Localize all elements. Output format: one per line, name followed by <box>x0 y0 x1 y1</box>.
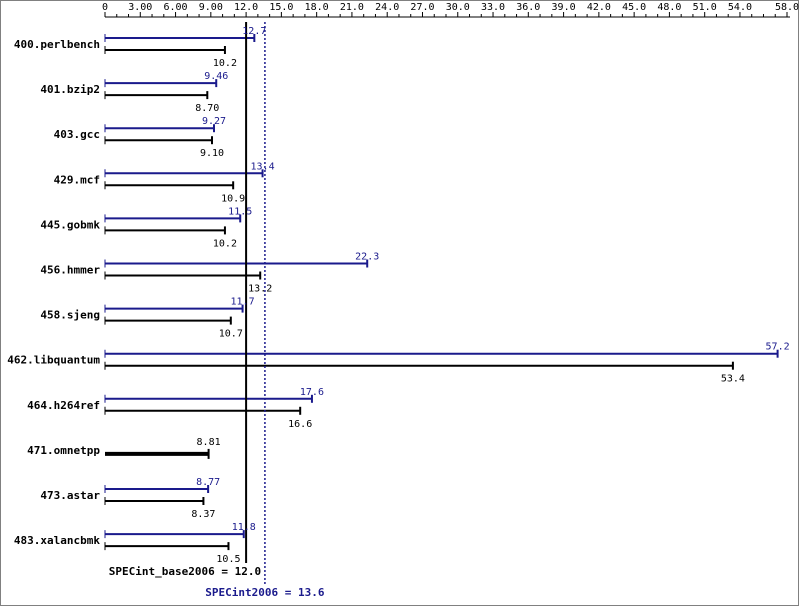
base-value-label: 9.10 <box>200 148 224 159</box>
x-tick-label: 24.0 <box>375 2 399 13</box>
x-tick-label: 36.0 <box>516 2 540 13</box>
base-value-label: 10.7 <box>219 329 243 340</box>
x-tick-label: 54.0 <box>728 2 752 13</box>
x-tick-label: 45.0 <box>622 2 646 13</box>
label-layer: 400.perlbench 12.7 10.2 401.bzip2 9.46 8.70 40… <box>7 26 789 599</box>
peak-value-label: 57.2 <box>766 342 790 353</box>
base-summary-label: SPECint_base2006 = 12.0 <box>109 565 261 578</box>
peak-value-label: 13.4 <box>251 161 275 172</box>
x-tick-label: 21.0 <box>340 2 364 13</box>
x-tick-label: 39.0 <box>552 2 576 13</box>
base-value-label: 13.2 <box>248 284 272 295</box>
base-value-label: 53.4 <box>721 374 745 385</box>
x-tick-label: 6.00 <box>164 2 188 13</box>
benchmark-label: 464.h264ref <box>27 399 100 412</box>
peak-value-label: 8.77 <box>196 477 220 488</box>
benchmark-label: 473.astar <box>40 489 100 502</box>
x-tick-label: 48.0 <box>657 2 681 13</box>
benchmark-label: 401.bzip2 <box>40 83 100 96</box>
bar-layer <box>104 34 779 551</box>
base-value-label: 8.70 <box>195 103 219 114</box>
base-value-label: 8.81 <box>197 437 221 448</box>
benchmark-label: 483.xalancbmk <box>14 534 100 547</box>
peak-value-label: 17.6 <box>300 387 324 398</box>
x-tick-label: 27.0 <box>410 2 434 13</box>
x-tick-label: 9.00 <box>199 2 223 13</box>
x-tick-label: 12.0 <box>234 2 258 13</box>
benchmark-label: 458.sjeng <box>40 309 100 322</box>
x-tick-label: 42.0 <box>587 2 611 13</box>
peak-value-label: 11.8 <box>232 522 256 533</box>
base-value-label: 10.5 <box>216 554 240 565</box>
peak-value-label: 12.7 <box>242 26 266 37</box>
x-tick-label: 0 <box>102 2 108 13</box>
benchmark-label: 403.gcc <box>54 128 100 141</box>
peak-summary-label: SPECint2006 = 13.6 <box>205 586 325 599</box>
benchmark-label: 445.gobmk <box>40 218 100 231</box>
x-tick-label: 3.00 <box>128 2 152 13</box>
base-value-label: 16.6 <box>288 419 312 430</box>
peak-value-label: 11.7 <box>231 297 255 308</box>
base-value-label: 10.2 <box>213 58 237 69</box>
x-tick-label: 33.0 <box>481 2 505 13</box>
base-value-label: 10.2 <box>213 238 237 249</box>
peak-value-label: 22.3 <box>355 252 379 263</box>
peak-value-label: 9.27 <box>202 116 226 127</box>
x-axis: 0 3.00 6.00 9.00 12.0 15.0 18.0 21.0 24.0 27.0 30.… <box>102 2 799 18</box>
reference-lines <box>245 22 266 586</box>
benchmark-label: 429.mcf <box>54 173 100 186</box>
x-tick-label: 51.0 <box>693 2 717 13</box>
x-tick-label: 58.0 <box>775 2 799 13</box>
peak-value-label: 11.5 <box>228 206 252 217</box>
base-value-label: 8.37 <box>191 509 215 520</box>
benchmark-label: 462.libquantum <box>7 354 100 367</box>
peak-value-label: 9.46 <box>204 71 228 82</box>
base-value-label: 10.9 <box>221 193 245 204</box>
benchmark-label: 400.perlbench <box>14 38 100 51</box>
benchmark-label: 456.hmmer <box>40 264 100 277</box>
benchmark-label: 471.omnetpp <box>27 444 100 457</box>
x-tick-label: 18.0 <box>305 2 329 13</box>
x-tick-label: 15.0 <box>269 2 293 13</box>
x-tick-label: 30.0 <box>446 2 470 13</box>
